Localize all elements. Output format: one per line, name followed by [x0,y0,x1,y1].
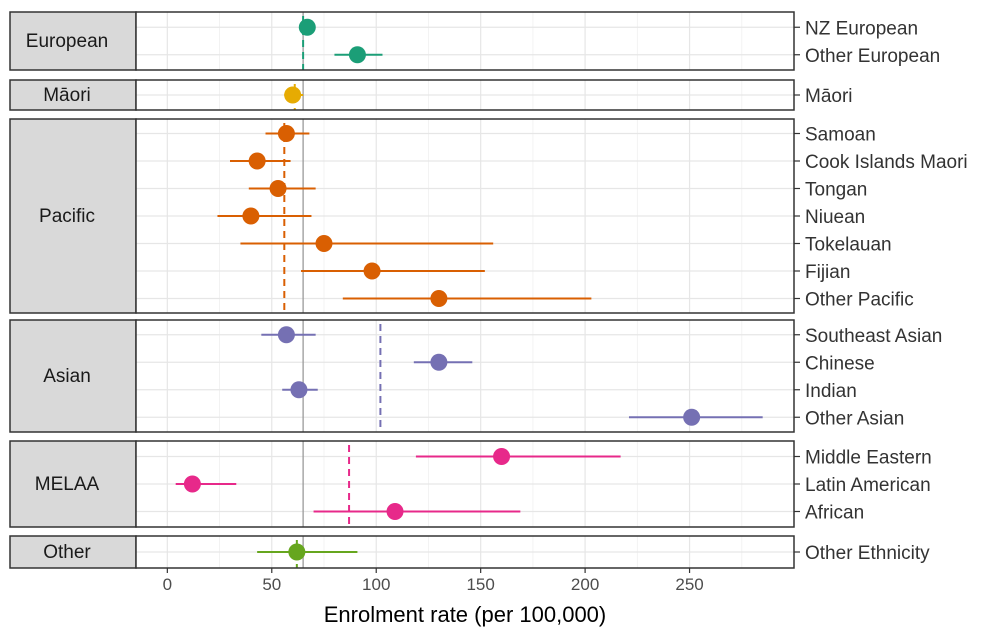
x-tick-label: 200 [571,575,599,594]
data-point [183,475,201,493]
panel-background [136,12,794,70]
data-point [284,86,302,104]
y-tick-label: Other Ethnicity [805,543,930,564]
x-axis: 0 50 100 150 200 250 [163,568,704,594]
y-tick-label: African [805,503,864,524]
strip-label: European [26,31,108,52]
data-point [430,290,448,307]
data-point [430,353,448,371]
strip-background [9,11,137,71]
y-tick-label: Indian [805,381,857,402]
x-tick-label: 150 [466,575,494,594]
y-tick-label: Cook Islands Maori [805,152,968,173]
data-point [493,448,511,465]
data-point [298,18,316,36]
x-tick-label: 250 [675,575,703,594]
strip-background [9,535,137,569]
y-tick-label: Other Pacific [805,290,914,311]
data-point [363,262,381,280]
strip-background [9,319,137,433]
panel-european: European NZ European Other European [9,11,940,71]
panel-border [135,319,795,433]
data-point [290,381,308,399]
strip-label: Māori [43,85,91,106]
data-point [248,152,266,170]
strip-background [9,118,137,314]
y-tick-label: Other Asian [805,408,904,429]
data-point [288,543,306,561]
panel-pacific: Pacific Samoan Cook Islands Maori Tongan Niu… [9,118,968,314]
x-tick-label: 50 [262,575,281,594]
panel-border [135,11,795,71]
panel-border [135,535,795,569]
y-tick-label: Southeast Asian [805,326,942,347]
strip-label: MELAA [35,474,100,495]
y-tick-label: Niuean [805,207,865,228]
y-tick-label: Fijian [805,262,850,283]
panel-border [135,79,795,111]
x-tick-label: 0 [163,575,172,594]
panel-melaa: MELAA Middle Eastern Latin American African [9,440,932,528]
strip-label: Pacific [39,206,95,227]
y-tick-label: Chinese [805,353,875,374]
data-point [683,408,701,426]
y-tick-label: Māori [805,86,853,107]
data-point [242,207,260,225]
data-point [277,326,295,344]
strip-label: Asian [43,366,91,387]
data-point [277,125,295,142]
data-point [269,180,287,197]
x-axis-title: Enrolment rate (per 100,000) [324,602,607,627]
strip-label: Other [43,542,91,563]
y-tick-label: Middle Eastern [805,448,932,469]
y-tick-label: Latin American [805,475,931,496]
data-point [315,235,333,252]
y-tick-label: Tongan [805,180,867,201]
data-point [348,46,366,64]
panel-asian: Asian Southeast Asian Chinese Indian Other A… [9,319,942,433]
y-tick-label: Samoan [805,125,876,146]
panel-border [135,440,795,528]
strip-background [9,79,137,111]
panel-border [135,118,795,314]
panel-mori: Māori Māori [9,79,853,111]
x-tick-label: 100 [362,575,390,594]
panel-other: Other Other Ethnicity [9,535,930,569]
y-tick-label: Tokelauan [805,235,892,256]
data-point [386,503,404,520]
y-tick-label: NZ European [805,18,918,39]
y-tick-label: Other European [805,46,940,67]
